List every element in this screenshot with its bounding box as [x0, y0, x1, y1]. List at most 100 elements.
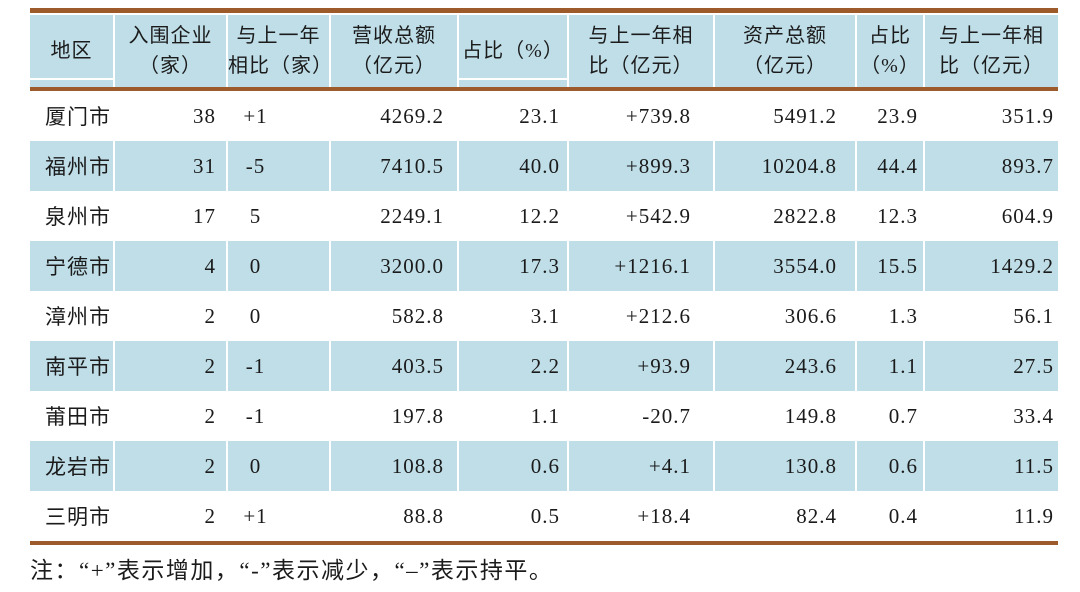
table-top-rule [30, 8, 1058, 13]
row-ningde: 宁德市 4 0 3200.0 17.3 +1216.1 3554.0 15.5 … [30, 241, 1058, 291]
cell-revenue: 88.8 [403, 503, 444, 528]
cell-assets-share: 15.5 [857, 241, 923, 291]
cell-region: 漳州市 [45, 305, 111, 329]
cell-region: 宁德市 [30, 241, 113, 291]
cell-revenue-share: 3.1 [530, 303, 560, 328]
table-footnote: 注：“+”表示增加，“-”表示减少，“–”表示持平。 [30, 558, 554, 583]
header-revenue-total: 营收总额 （亿元） [331, 15, 457, 87]
cell-revenue: 197.8 [391, 403, 444, 428]
header-label: 相比（家） [228, 55, 333, 77]
header-label: 比（亿元） [588, 55, 694, 77]
cell-assets: 82.4 [796, 503, 837, 528]
cell-assets: 306.6 [784, 303, 837, 328]
cell-revenue-share: 23.1 [519, 103, 560, 128]
cell-revenue-share: 12.2 [519, 203, 560, 228]
header-label: 与上一年相 [939, 25, 1044, 47]
cell-revenue-yoy: +18.4 [637, 503, 691, 528]
cell-assets: 5491.2 [773, 103, 837, 128]
cell-revenue-share: 0.5 [530, 503, 560, 528]
cell-assets-share: 12.3 [877, 203, 918, 228]
header-assets-total: 资产总额 （亿元） [715, 15, 855, 87]
header-enterprise-yoy: 与上一年 相比（家） [228, 15, 333, 87]
cell-assets-yoy: 893.7 [925, 141, 1058, 191]
cell-revenue-share: 0.6 [459, 441, 567, 491]
row-nanping: 南平市 2 -1 403.5 2.2 +93.9 243.6 1.1 27.5 [30, 341, 1058, 391]
row-xiamen: 厦门市 38 +1 4269.2 23.1 +739.8 5491.2 23.9… [30, 91, 1058, 141]
cell-assets-yoy: 27.5 [925, 341, 1058, 391]
cell-enterprises: 2 [115, 441, 226, 491]
header-enterprise-count: 入围企业 （家） [115, 15, 226, 87]
table-bottom-rule [30, 541, 1058, 545]
cell-assets-share: 1.1 [857, 341, 923, 391]
cell-assets: 2822.8 [773, 203, 837, 228]
cell-assets-yoy: 11.5 [925, 441, 1058, 491]
row-zhangzhou: 漳州市 2 0 582.8 3.1 +212.6 306.6 1.3 56.1 [30, 291, 1058, 341]
header-label: 比（亿元） [939, 55, 1044, 77]
cell-revenue-yoy: -20.7 [642, 403, 691, 428]
cell-assets-yoy: 33.4 [1013, 403, 1054, 428]
cell-enterprises: 38 [193, 103, 216, 128]
cell-revenue-share: 1.1 [530, 403, 560, 428]
cell-enterprises-yoy: +1 [243, 103, 268, 128]
cell-revenue-yoy: +739.8 [625, 103, 691, 128]
header-label: 占比 [869, 25, 911, 47]
cell-enterprises: 17 [193, 203, 216, 228]
cell-revenue-yoy: +899.3 [569, 141, 713, 191]
header-revenue-yoy: 与上一年相 比（亿元） [569, 15, 713, 87]
cell-revenue: 403.5 [331, 341, 457, 391]
header-assets-share: 占比 （%） [857, 15, 923, 87]
row-quanzhou: 泉州市 17 5 2249.1 12.2 +542.9 2822.8 12.3 … [30, 191, 1058, 241]
cell-assets: 149.8 [784, 403, 837, 428]
row-longyan: 龙岩市 2 0 108.8 0.6 +4.1 130.8 0.6 11.5 [30, 441, 1058, 491]
cell-revenue-yoy: +1216.1 [569, 241, 713, 291]
cell-revenue-share: 2.2 [459, 341, 567, 391]
cell-enterprises-yoy: 0 [228, 241, 329, 291]
cell-region: 龙岩市 [30, 441, 113, 491]
table-header-row: 地区 入围企业 （家） 与上一年 相比（家） 营收总额 （亿元） 占比（%） 与… [30, 15, 1058, 87]
cell-assets-share: 23.9 [877, 103, 918, 128]
header-label: 地区 [50, 40, 93, 62]
header-bottom-rule [30, 87, 1058, 91]
cell-assets-share: 0.6 [857, 441, 923, 491]
cell-revenue: 7410.5 [331, 141, 457, 191]
cell-revenue: 3200.0 [331, 241, 457, 291]
cell-region: 三明市 [45, 505, 111, 529]
cell-assets: 130.8 [715, 441, 855, 491]
cell-assets-yoy: 1429.2 [925, 241, 1058, 291]
header-revenue-share: 占比（%） [459, 15, 567, 87]
cell-region: 南平市 [30, 341, 113, 391]
cell-revenue: 2249.1 [380, 203, 444, 228]
cell-enterprises: 2 [115, 341, 226, 391]
row-sanming: 三明市 2 +1 88.8 0.5 +18.4 82.4 0.4 11.9 [30, 491, 1058, 541]
header-region: 地区 [30, 15, 113, 87]
cell-enterprises-yoy: -1 [228, 341, 329, 391]
cell-enterprises-yoy: -1 [245, 403, 266, 428]
cell-assets-yoy: 56.1 [1013, 303, 1054, 328]
cell-revenue: 582.8 [391, 303, 444, 328]
cell-enterprises-yoy: +1 [243, 503, 268, 528]
row-putian: 莆田市 2 -1 197.8 1.1 -20.7 149.8 0.7 33.4 [30, 391, 1058, 441]
cell-enterprises: 2 [204, 303, 216, 328]
header-label: 营收总额 [352, 25, 436, 47]
cell-enterprises: 2 [204, 403, 216, 428]
cell-assets-yoy: 351.9 [1001, 103, 1054, 128]
header-label: （亿元） [743, 55, 827, 77]
cell-region: 泉州市 [45, 205, 111, 229]
cell-assets-share: 44.4 [857, 141, 923, 191]
cell-assets-share: 0.7 [888, 403, 918, 428]
cell-region: 厦门市 [45, 105, 111, 129]
cell-assets: 243.6 [715, 341, 855, 391]
cell-enterprises: 31 [115, 141, 226, 191]
cell-region: 福州市 [30, 141, 113, 191]
cell-assets: 3554.0 [715, 241, 855, 291]
header-label: 与上一年相 [588, 25, 694, 47]
cell-revenue: 4269.2 [380, 103, 444, 128]
header-assets-yoy: 与上一年相 比（亿元） [925, 15, 1058, 87]
region-stats-table: 地区 入围企业 （家） 与上一年 相比（家） 营收总额 （亿元） 占比（%） 与… [30, 8, 1058, 545]
cell-revenue-yoy: +4.1 [569, 441, 713, 491]
cell-enterprises-yoy: 5 [249, 203, 262, 228]
cell-region: 莆田市 [45, 405, 111, 429]
header-label: 资产总额 [743, 25, 827, 47]
cell-revenue-yoy: +542.9 [625, 203, 691, 228]
cell-revenue-share: 40.0 [459, 141, 567, 191]
